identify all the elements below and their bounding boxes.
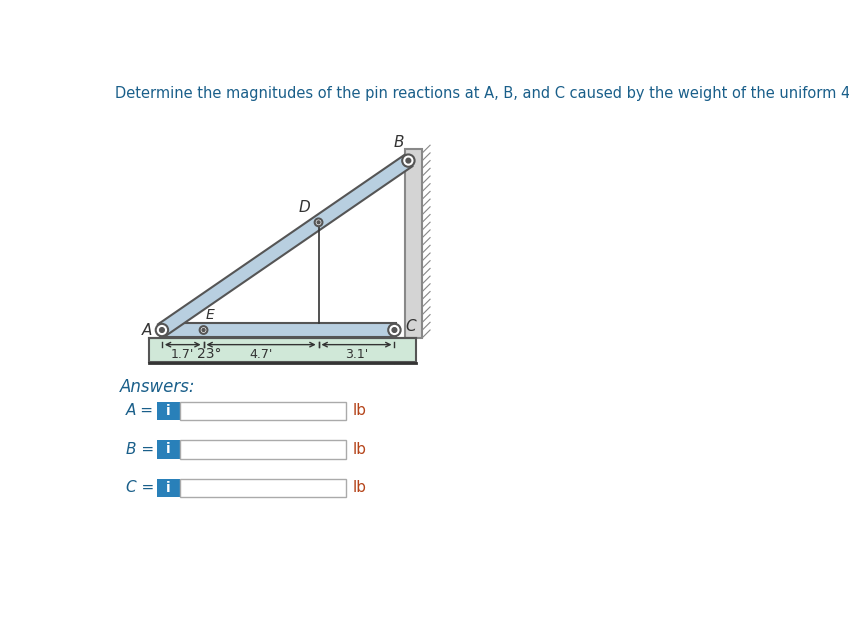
Text: C: C [405, 319, 416, 334]
Circle shape [402, 155, 414, 167]
Circle shape [155, 324, 168, 336]
Circle shape [406, 158, 411, 163]
Bar [180, 479, 346, 497]
Bar [180, 440, 346, 459]
Bar [404, 149, 422, 337]
Text: E: E [205, 308, 215, 322]
Text: i: i [166, 404, 171, 418]
Text: A =: A = [126, 403, 154, 419]
Text: A: A [143, 323, 153, 337]
Text: lb: lb [352, 403, 367, 419]
Circle shape [160, 328, 164, 332]
Text: 23°: 23° [197, 347, 222, 361]
Bar [156, 440, 180, 459]
Text: i: i [166, 442, 171, 456]
Bar [149, 339, 416, 362]
Polygon shape [158, 155, 413, 335]
Text: 4.7': 4.7' [250, 348, 273, 362]
Circle shape [202, 328, 205, 332]
Circle shape [315, 219, 323, 226]
Bar [180, 402, 346, 420]
Text: 1.7': 1.7' [171, 348, 194, 362]
Text: D: D [299, 199, 311, 215]
Text: Answers:: Answers: [120, 378, 195, 396]
Text: 3.1': 3.1' [345, 348, 368, 362]
Text: B: B [394, 135, 404, 150]
Bar [156, 479, 180, 497]
Circle shape [388, 324, 401, 336]
Text: C =: C = [126, 481, 154, 495]
Text: lb: lb [352, 442, 367, 457]
Text: lb: lb [352, 481, 367, 495]
Bar [156, 402, 180, 420]
Polygon shape [160, 323, 396, 337]
Text: B =: B = [126, 442, 154, 457]
Text: i: i [166, 481, 171, 495]
Circle shape [200, 326, 207, 334]
Circle shape [392, 328, 396, 332]
Text: Determine the magnitudes of the pin reactions at A, B, and C caused by the weigh: Determine the magnitudes of the pin reac… [115, 86, 849, 101]
Circle shape [317, 221, 320, 224]
